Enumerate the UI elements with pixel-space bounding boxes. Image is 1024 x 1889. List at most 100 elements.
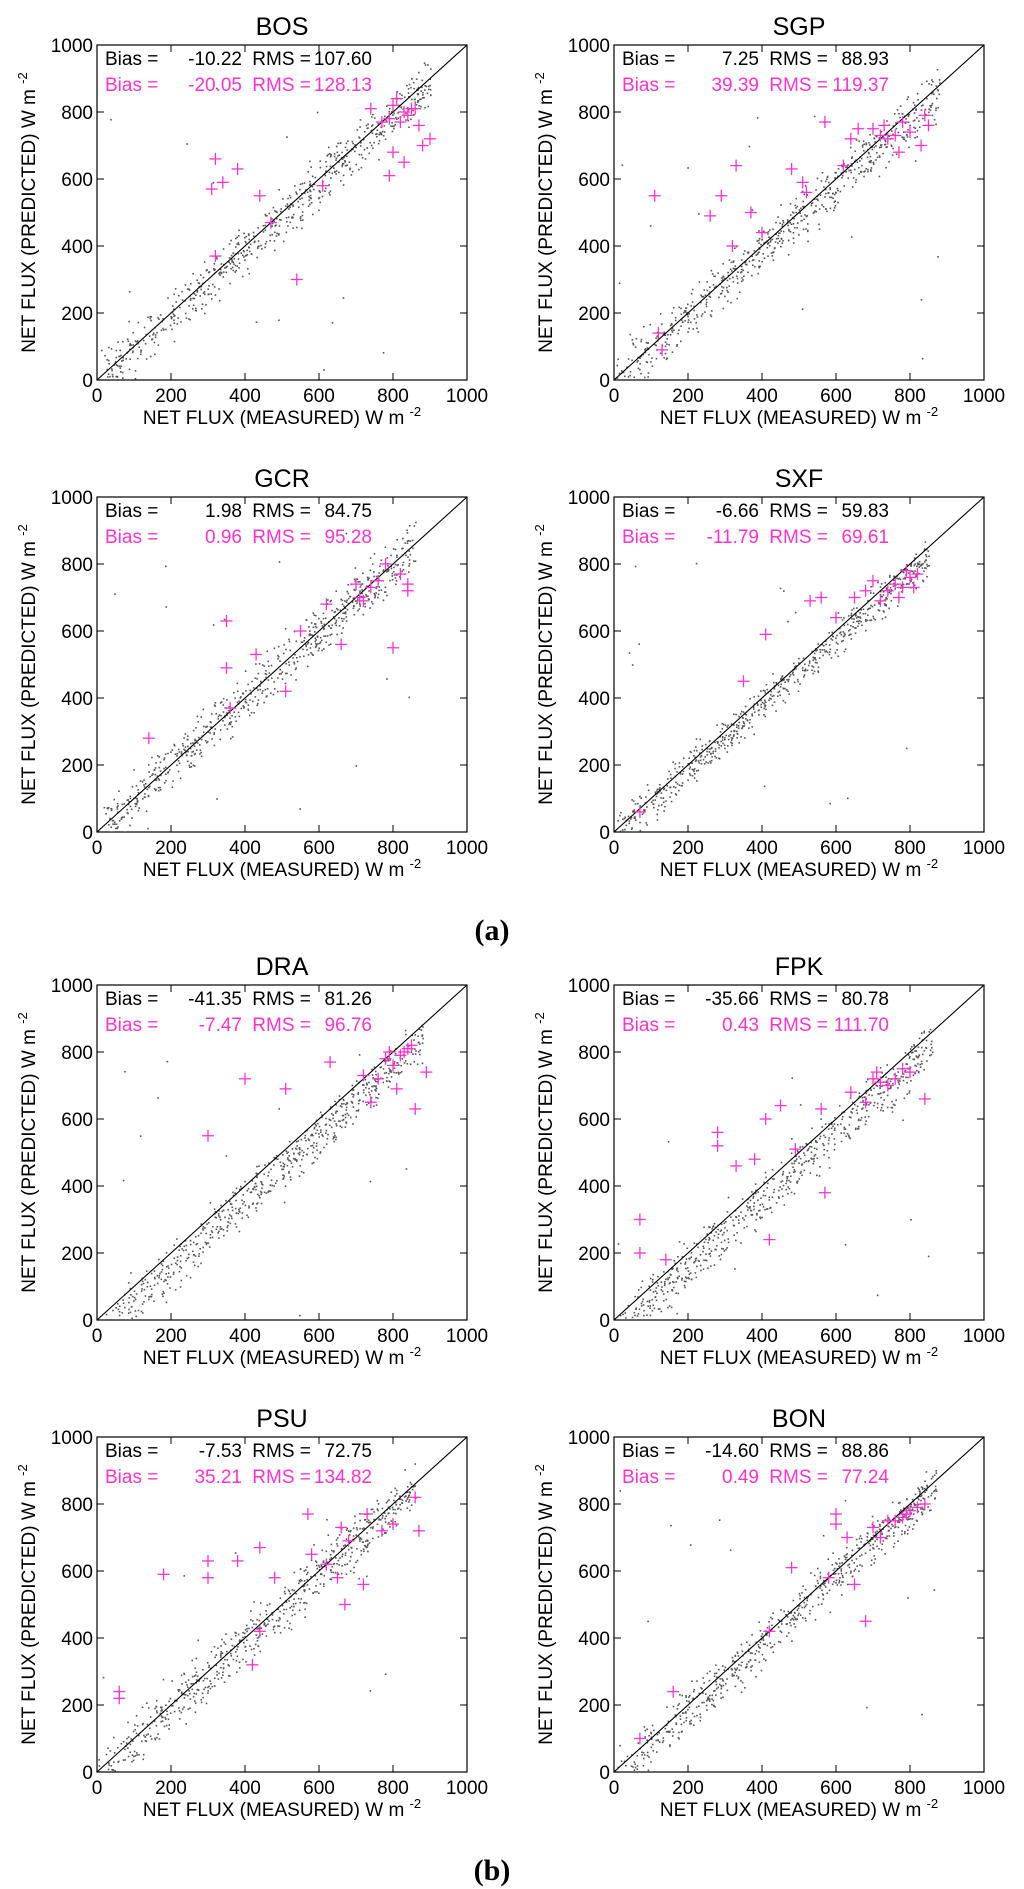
all-sample-point: [228, 257, 231, 259]
all-sample-point: [173, 308, 175, 311]
all-sample-point: [319, 1131, 322, 1133]
all-sample-point: [931, 114, 934, 117]
all-sample-point: [342, 174, 345, 177]
all-sample-point: [275, 235, 278, 237]
all-sample-point: [370, 144, 373, 147]
all-sample-point: [362, 1548, 365, 1551]
all-sample-point: [291, 1609, 294, 1612]
all-sample-point: [277, 234, 280, 236]
all-sample-point: [900, 591, 903, 593]
all-sample-point: [790, 1191, 793, 1194]
all-sample-point: [760, 1197, 762, 1200]
all-sample-point: [667, 1278, 669, 1281]
all-sample-point: [161, 1709, 163, 1711]
all-sample-point: [125, 358, 127, 360]
all-sample-point: [334, 1571, 337, 1574]
all-sample-point: [803, 1154, 806, 1157]
highlight-point: [896, 116, 909, 129]
all-sample-point: [294, 1147, 297, 1150]
all-sample-point: [326, 154, 329, 157]
all-sample-point: [139, 780, 142, 782]
all-sample-point: [657, 1308, 660, 1310]
all-sample-point: [855, 159, 857, 162]
all-sample-point: [662, 801, 665, 804]
all-sample-point: [622, 371, 625, 374]
all-sample-point: [342, 1099, 345, 1102]
all-sample-point: [373, 1105, 375, 1107]
all-sample-point: [149, 785, 151, 788]
all-sample-point: [324, 1124, 327, 1126]
all-sample-point: [359, 126, 361, 128]
all-sample-point: [720, 745, 723, 747]
all-sample-point: [712, 1239, 714, 1242]
all-sample-point: [777, 684, 780, 687]
all-sample-point: [256, 1618, 258, 1621]
all-sample-point: [351, 1538, 354, 1541]
all-sample-point: [700, 301, 702, 304]
all-sample-point: [846, 623, 849, 626]
all-sample-point: [284, 1586, 286, 1589]
all-sample-point: [219, 274, 221, 277]
all-sample-point: [687, 1270, 690, 1272]
all-sample-point: [315, 643, 318, 646]
all-sample-point: [346, 1563, 348, 1566]
all-sample-point: [301, 192, 303, 195]
all-sample-point: [339, 1120, 341, 1123]
all-sample-point: [127, 1325, 129, 1327]
all-sample-point: [355, 163, 358, 166]
all-sample-point: [322, 617, 325, 620]
all-sample-point: [276, 1180, 278, 1182]
all-sample-point: [930, 106, 932, 108]
all-sample-point: [259, 1602, 262, 1604]
all-sample-point: [135, 1714, 138, 1717]
all-sample-point: [200, 1223, 203, 1225]
all-sample-point: [851, 609, 853, 611]
all-sample-point: [687, 319, 690, 321]
all-sample-point: [232, 1658, 235, 1661]
all-sample-point: [155, 1705, 157, 1708]
all-sample-point: [236, 1671, 238, 1673]
all-sample-point: [680, 313, 683, 316]
all-sample-point: [299, 1568, 302, 1570]
all-sample-point: [842, 631, 845, 633]
all-sample-point: [360, 166, 363, 169]
all-sample-point: [778, 240, 781, 242]
all-sample-point: [399, 1498, 402, 1501]
all-sample-point: [777, 216, 779, 218]
all-sample-point: [348, 1534, 351, 1536]
all-sample-point: [633, 1311, 636, 1314]
all-sample-point: [166, 1282, 169, 1285]
all-sample-point: [671, 1268, 673, 1270]
all-sample-point: [172, 1271, 175, 1274]
all-sample-point: [786, 219, 789, 221]
all-sample-point: [786, 678, 788, 681]
all-sample-point: [306, 1584, 309, 1586]
all-sample-point: [244, 1180, 246, 1183]
all-sample-point: [680, 325, 682, 327]
all-sample-point: [393, 1499, 395, 1502]
all-sample-point: [193, 745, 196, 747]
y-tick-label: 800: [578, 555, 610, 576]
all-sample-point: [714, 755, 716, 758]
all-sample-point: [902, 571, 905, 574]
all-sample-point: [866, 156, 869, 159]
all-sample-point: [329, 194, 331, 196]
all-sample-point: [356, 578, 359, 580]
all-sample-point: [846, 797, 849, 800]
all-sample-point: [710, 759, 713, 762]
all-sample-point: [715, 1231, 717, 1233]
all-sample-point: [220, 701, 223, 703]
all-sample-point: [267, 1171, 270, 1174]
all-sample-point: [409, 540, 412, 542]
all-sample-point: [158, 756, 161, 758]
all-sample-point: [382, 569, 385, 571]
all-sample-point: [720, 1241, 723, 1244]
all-sample-point: [923, 1050, 926, 1052]
y-tick-label: 400: [578, 237, 610, 258]
all-sample-point: [289, 1622, 291, 1625]
all-sample-point: [200, 285, 202, 288]
all-sample-point: [341, 164, 344, 167]
y-tick-label: 400: [578, 689, 610, 710]
highlight-point: [744, 206, 757, 219]
all-sample-point: [241, 254, 244, 257]
